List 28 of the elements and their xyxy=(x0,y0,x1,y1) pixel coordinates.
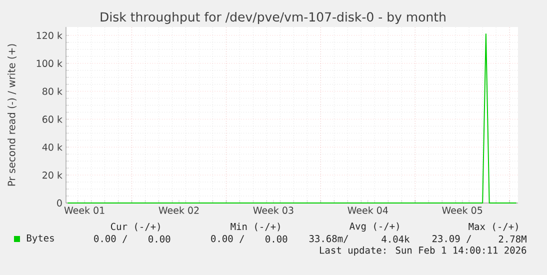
y-tick-label: 120 k xyxy=(36,32,62,40)
x-tick-label: Week 05 xyxy=(442,206,482,214)
text: 2.78M xyxy=(498,235,526,243)
y-axis-title: Pr second read (-) / write (+) xyxy=(8,44,16,186)
text: 33.68m/ xyxy=(309,235,348,243)
x-tick-label: Week 01 xyxy=(64,206,104,214)
y-tick-label: 100 k xyxy=(36,60,62,67)
x-tick-label: Week 02 xyxy=(158,206,199,214)
chart-title: Disk throughput for /dev/pve/vm-107-disk-0 - by month xyxy=(100,12,446,24)
y-tick-label: 40 k xyxy=(42,143,62,151)
x-tick-label: Week 04 xyxy=(348,206,388,214)
y-tick-label: 60 k xyxy=(42,116,62,123)
text: 0.00 / xyxy=(94,235,128,243)
text: Avg (-/+) xyxy=(349,222,399,232)
text: 0.00 xyxy=(148,235,170,243)
text: 0.00 xyxy=(266,235,288,243)
y-tick-label: 0 xyxy=(57,199,62,207)
text: Last update: Sun Feb 1 14:00:11 2026 xyxy=(320,246,526,256)
y-tick-label: 80 k xyxy=(42,88,62,95)
text: Min (-/+) xyxy=(230,222,280,232)
x-tick-label: Week 03 xyxy=(253,206,294,214)
legend-label: Bytes xyxy=(26,234,54,244)
text: Max (-/+) xyxy=(468,222,518,232)
y-tick-label: 20 k xyxy=(42,171,62,179)
text: Cur (-/+) xyxy=(110,222,160,232)
text: 23.09 / xyxy=(432,235,472,243)
text: 4.04k xyxy=(382,235,410,243)
text: 0.00 / xyxy=(211,235,244,243)
